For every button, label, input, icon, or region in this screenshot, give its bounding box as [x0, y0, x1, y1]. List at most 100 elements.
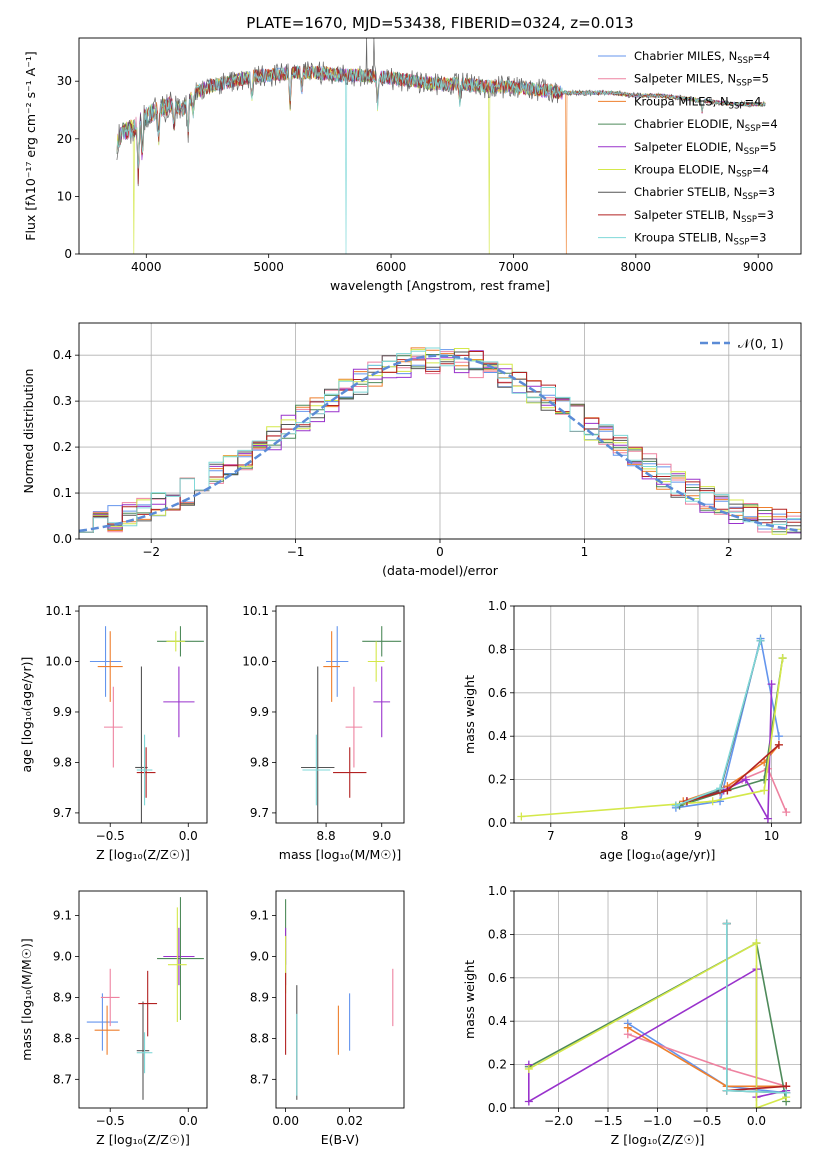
x-tick-label: 0.0 [747, 1114, 766, 1128]
residuals-plot-area [79, 347, 801, 535]
legend-subscript: SSP [737, 56, 753, 66]
ebv-mass-frame [275, 890, 405, 1109]
y-tick-label: 0.0 [488, 1101, 507, 1115]
y-tick-label: 0.6 [488, 971, 507, 985]
y-tick-label: 8.9 [53, 990, 72, 1004]
y-tick-label: 0.0 [488, 816, 507, 830]
legend-value: =3 [758, 185, 775, 199]
legend-subscript: SSP [736, 170, 752, 180]
x-tick-label: 5000 [253, 260, 284, 274]
y-tick-label: 8.7 [53, 1072, 72, 1086]
y-tick-label: 0.4 [488, 1014, 507, 1028]
y-tick-label: 0.2 [488, 773, 507, 787]
x-axis-label: Z [log₁₀(Z/Z☉)] [611, 1132, 705, 1147]
y-tick-label: 9.0 [250, 950, 269, 964]
y-tick-label: 10.1 [242, 604, 269, 618]
x-tick-label: −2 [142, 545, 160, 559]
z-mass-frame [78, 890, 208, 1109]
data-point-marker [623, 1023, 632, 1032]
legend-value: =3 [749, 231, 766, 245]
legend-value: =4 [761, 117, 778, 131]
y-tick-label: 0.3 [53, 394, 72, 408]
legend-entry: Kroupa ELODIE, NSSP=4 [634, 163, 769, 180]
x-tick-label: 9 [694, 829, 702, 843]
spectrum-frame [78, 37, 802, 255]
z-weight-frame [513, 890, 802, 1109]
data-point-marker [524, 1064, 533, 1073]
x-tick-label: 8.8 [317, 829, 336, 843]
y-tick-label: 9.0 [53, 950, 72, 964]
x-tick-label: 2 [725, 545, 733, 559]
y-axis-label: Normed distribution [21, 369, 36, 494]
legend-entry: Chabrier STELIB, NSSP=3 [634, 185, 775, 202]
y-tick-label: 8.8 [53, 1031, 72, 1045]
legend-value: =3 [757, 208, 774, 222]
data-point-marker [716, 784, 725, 793]
age-weight-plot-area [517, 634, 791, 823]
legend-subscript: SSP [736, 79, 752, 89]
legend-entry: Kroupa STELIB, NSSP=3 [634, 231, 766, 248]
y-tick-label: 9.8 [53, 755, 72, 769]
y-tick-label: 10.0 [45, 655, 72, 669]
data-point-marker [756, 636, 765, 645]
data-point-marker [774, 732, 783, 741]
gaussian-curve [79, 354, 801, 533]
y-tick-label: 8.8 [250, 1031, 269, 1045]
x-tick-label: 9000 [743, 260, 774, 274]
z-weight-axes: −2.0 −1.5 −1.0 −0.5 0.0 0.0 0.2 0.4 0.6 0.8 1.0 Z [… [462, 884, 802, 1147]
data-point-marker [671, 801, 680, 810]
x-tick-label: 0.0 [179, 829, 198, 843]
x-axis-label: Z [log₁₀(Z/Z☉)] [96, 1132, 190, 1147]
data-point-marker [778, 654, 787, 663]
spectrum-axes: 4000 5000 6000 7000 8000 9000 0 10 20 30 wavelengt… [23, 37, 802, 293]
weight-line-chabrier-miles [675, 638, 780, 809]
y-tick-label: 0 [64, 247, 72, 261]
spectrum-legend: Chabrier MILES, NSSP=4 Salpeter MILES, NS… [598, 49, 778, 248]
data-point-marker [767, 680, 776, 689]
y-tick-label: 9.7 [250, 806, 269, 820]
residuals-axes: −2 −1 0 1 2 0.0 0.1 0.2 0.3 0.4 (data-model)/error… [21, 322, 802, 578]
weight-line-chabrier-stelib [675, 640, 762, 807]
y-tick-label: 30 [57, 74, 72, 88]
x-tick-label: −1.5 [593, 1114, 622, 1128]
weight-line-kroupa-stelib [675, 640, 762, 807]
y-tick-label: 9.8 [250, 755, 269, 769]
x-tick-label: 8 [621, 829, 629, 843]
x-tick-label: −1.0 [643, 1114, 672, 1128]
x-tick-label: 1 [581, 545, 589, 559]
y-tick-label: 0.0 [53, 532, 72, 546]
x-tick-label: 0.00 [272, 1114, 299, 1128]
legend-value: =5 [752, 72, 769, 86]
y-tick-label: 0.4 [53, 348, 72, 362]
x-axis-label: wavelength [Angstrom, rest frame] [330, 278, 550, 293]
y-tick-label: 9.9 [53, 705, 72, 719]
x-tick-label: 0.0 [179, 1114, 198, 1128]
x-tick-label: 6000 [376, 260, 407, 274]
legend-entry: Salpeter ELODIE, NSSP=5 [634, 140, 777, 157]
x-tick-label: 10 [764, 829, 779, 843]
age-weight-axes: 7 8 9 10 0.0 0.2 0.4 0.6 0.8 1.0 age [log₁₀(age/yr… [462, 599, 802, 862]
legend-entry: Chabrier MILES, NSSP=4 [634, 49, 770, 66]
x-tick-label: 7 [547, 829, 555, 843]
legend-entry: Kroupa MILES, NSSP=4 [634, 94, 761, 111]
legend-value: =4 [752, 163, 769, 177]
data-point-marker [752, 1104, 761, 1108]
x-axis-label: (data-model)/error [382, 563, 499, 578]
z-age-plot-area [89, 626, 204, 823]
y-tick-label: 0.6 [488, 686, 507, 700]
x-axis-label: Z [log₁₀(Z/Z☉)] [96, 847, 190, 862]
y-tick-label: 8.7 [250, 1072, 269, 1086]
legend-subscript: SSP [734, 238, 750, 248]
y-tick-label: 0.2 [488, 1058, 507, 1072]
x-tick-label: 4000 [131, 260, 162, 274]
data-point-marker [524, 1097, 533, 1106]
data-point-marker [782, 808, 791, 817]
y-tick-label: 0.2 [53, 440, 72, 454]
x-tick-label: −0.5 [96, 829, 125, 843]
ebv-mass-axes: 0.00 0.02 8.7 8.8 8.9 9.0 9.1 E(B-V) [250, 890, 405, 1147]
legend-subscript: SSP [744, 147, 760, 157]
x-tick-label: −0.5 [96, 1114, 125, 1128]
data-point-marker [760, 786, 769, 795]
y-tick-label: 10.0 [242, 655, 269, 669]
legend-subscript: SSP [742, 192, 758, 202]
